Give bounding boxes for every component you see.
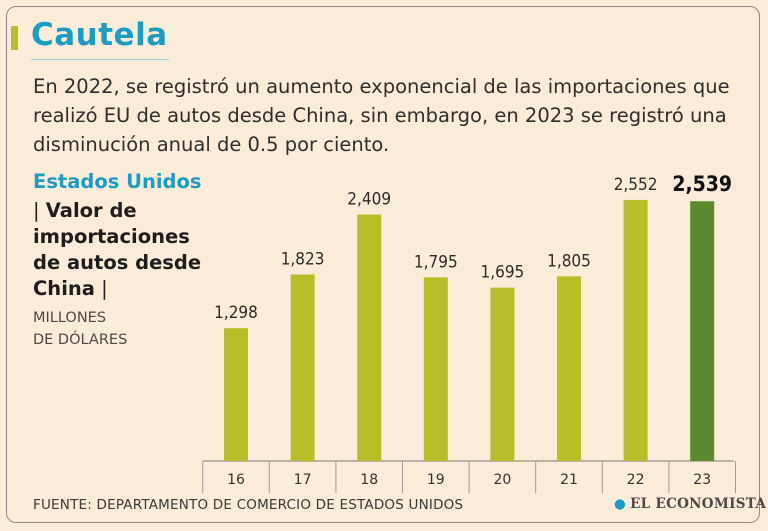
data-label-16: 1,298 (214, 303, 258, 323)
page-title: Cautela (31, 17, 168, 53)
x-tick-label-16: 16 (227, 472, 245, 488)
data-label-23: 2,539 (672, 172, 732, 196)
data-label-22: 2,552 (614, 175, 658, 195)
desc-bold: Valor de importaciones de autos desde Ch… (33, 199, 202, 300)
data-label-18: 2,409 (347, 190, 391, 210)
brand-mark-icon: ● (614, 496, 627, 512)
chart-frame (6, 6, 760, 523)
data-label-17: 1,823 (281, 249, 325, 269)
data-label-19: 1,795 (414, 252, 458, 272)
data-label-21: 1,805 (547, 251, 591, 271)
bar-19 (423, 277, 448, 461)
title-accent-bar (11, 26, 18, 50)
bar-16 (224, 328, 248, 461)
chart-description: | Valor de importaciones de autos desde … (33, 198, 218, 302)
title-underline (31, 59, 169, 60)
x-tick-label-17: 17 (294, 472, 312, 488)
brand-logo: ● EL ECONOMISTA (614, 496, 766, 512)
brand-name: EL ECONOMISTA (630, 496, 767, 512)
units-label: MILLONES DE DÓLARES (33, 307, 173, 351)
x-tick-label-19: 19 (427, 472, 445, 488)
bar-18 (357, 214, 382, 461)
x-tick-label-18: 18 (360, 472, 378, 488)
data-label-20: 1,695 (481, 263, 525, 283)
source-note: FUENTE: DEPARTAMENTO DE COMERCIO DE ESTA… (33, 497, 464, 513)
country-label: Estados Unidos (33, 170, 202, 193)
desc-open-bar: | (33, 199, 46, 222)
bar-20 (490, 287, 515, 461)
units-line1: MILLONES (33, 310, 107, 326)
x-tick-label-20: 20 (493, 472, 511, 488)
units-line2: DE DÓLARES (33, 332, 128, 348)
x-tick-label-21: 21 (560, 472, 578, 488)
bar-22 (623, 199, 648, 461)
bar-23 (690, 201, 715, 461)
x-tick-label-22: 22 (627, 472, 645, 488)
bar-17 (290, 274, 315, 461)
bar-21 (557, 276, 581, 461)
x-tick-label-23: 23 (693, 472, 711, 488)
intro-text: En 2022, se registró un aumento exponenc… (33, 75, 730, 156)
desc-close-bar: | (94, 277, 108, 300)
